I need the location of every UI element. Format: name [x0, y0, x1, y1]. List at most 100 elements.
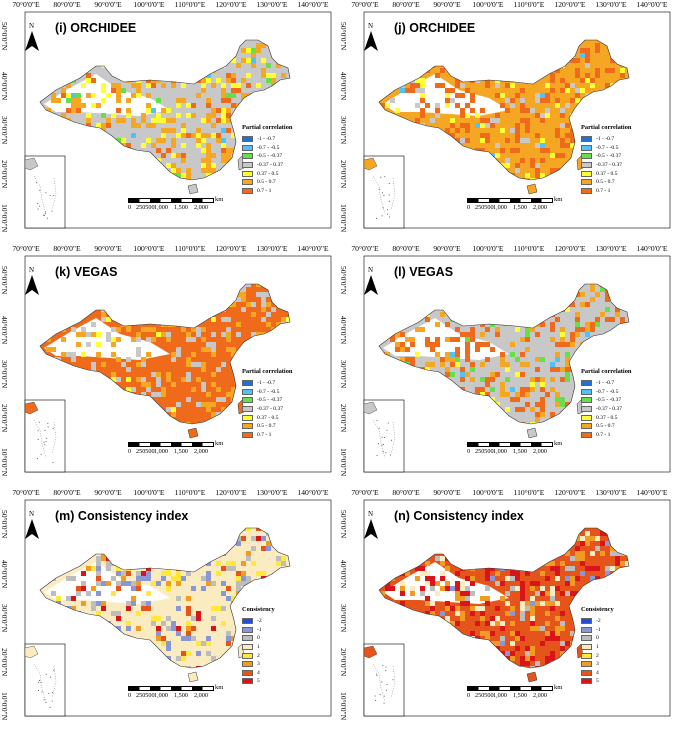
grid-cell [515, 631, 520, 636]
grid-cell [241, 571, 246, 576]
grid-cell [226, 347, 231, 352]
grid-cell [540, 407, 545, 412]
legend-item: -0.7 - -0.5 [581, 144, 671, 153]
grid-cell [231, 148, 236, 153]
grid-cell [500, 128, 505, 133]
grid-cell [91, 606, 96, 611]
grid-cell [440, 357, 445, 362]
grid-cell [261, 302, 266, 307]
grid-cell [565, 83, 570, 88]
grid-cell [116, 571, 121, 576]
grid-cell [405, 88, 410, 93]
grid-cell [535, 417, 540, 422]
legend-label: -2 [596, 618, 601, 625]
grid-cell [460, 138, 465, 143]
grid-cell [201, 133, 206, 138]
grid-cell [131, 596, 136, 601]
grid-cell [420, 327, 425, 332]
grid-cell [420, 571, 425, 576]
grid-cell [435, 108, 440, 113]
grid-cell [146, 93, 151, 98]
grid-cell [405, 571, 410, 576]
grid-cell [126, 626, 131, 631]
grid-cell [201, 337, 206, 342]
longitude-label: 140°0'0"E [297, 488, 329, 497]
latitude-label: 30°0'0"N [0, 604, 9, 633]
grid-cell [455, 611, 460, 616]
legend-item: 5 [581, 677, 671, 686]
grid-cell [545, 611, 550, 616]
grid-cell [166, 616, 171, 621]
grid-cell [181, 83, 186, 88]
grid-cell [470, 631, 475, 636]
grid-cell [510, 621, 515, 626]
grid-cell [156, 332, 161, 337]
grid-cell [470, 377, 475, 382]
latitude-label: 50°0'0"N [0, 22, 9, 51]
grid-cell [590, 322, 595, 327]
grid-cell [410, 357, 415, 362]
grid-cell [171, 128, 176, 133]
grid-cell [156, 148, 161, 153]
grid-cell [505, 651, 510, 656]
grid-cell [106, 337, 111, 342]
grid-cell [400, 601, 405, 606]
grid-cell [425, 576, 430, 581]
grid-cell [470, 576, 475, 581]
grid-cell [515, 646, 520, 651]
grid-cell [430, 606, 435, 611]
grid-cell [550, 322, 555, 327]
grid-cell [380, 103, 385, 108]
grid-cell [191, 616, 196, 621]
hainan-island [526, 183, 538, 195]
grid-cell [520, 601, 525, 606]
grid-cell [241, 48, 246, 53]
legend-title: Partial correlation [242, 124, 293, 131]
grid-cell [111, 352, 116, 357]
latitude-label: 40°0'0"N [339, 72, 348, 101]
grid-cell [96, 611, 101, 616]
legend-label: 4 [257, 669, 260, 676]
grid-cell [465, 128, 470, 133]
grid-cell [515, 327, 520, 332]
grid-cell [575, 322, 580, 327]
grid-cell [400, 357, 405, 362]
grid-cell [590, 287, 595, 292]
grid-cell [485, 83, 490, 88]
grid-cell [445, 616, 450, 621]
legend-label: 1 [596, 644, 599, 651]
scale-tick-label: 2,000 [533, 692, 547, 699]
grid-cell [550, 362, 555, 367]
legend-label: -1 - -0.7 [596, 380, 615, 387]
grid-cell [131, 93, 136, 98]
legend-label: -0.7 - -0.5 [596, 144, 619, 151]
legend-label: 5 [596, 678, 599, 685]
grid-cell [201, 83, 206, 88]
grid-cell [216, 138, 221, 143]
legend-item: 0.37 - 0.5 [581, 413, 671, 422]
grid-cell [575, 556, 580, 561]
grid-cell [206, 133, 211, 138]
legend-swatch [581, 380, 592, 387]
legend-label: 0.5 - 0.7 [257, 179, 276, 186]
grid-cell [480, 387, 485, 392]
grid-cell [460, 591, 465, 596]
grid-cell [96, 352, 101, 357]
grid-cell [525, 108, 530, 113]
grid-cell [445, 601, 450, 606]
grid-cell [226, 596, 231, 601]
grid-cell [206, 98, 211, 103]
map-canvas [363, 255, 671, 473]
grid-cell [485, 357, 490, 362]
grid-cell [231, 566, 236, 571]
grid-cell [151, 392, 156, 397]
grid-cell [176, 133, 181, 138]
legend-item: 0.37 - 0.5 [581, 169, 671, 178]
grid-cell [530, 586, 535, 591]
longitude-label: 110°0'0"E [174, 0, 206, 9]
grid-cell [166, 128, 171, 133]
latitude-label: 20°0'0"N [0, 160, 9, 189]
grid-cell [560, 153, 565, 158]
grid-cell [395, 332, 400, 337]
legend-swatch [242, 678, 253, 685]
